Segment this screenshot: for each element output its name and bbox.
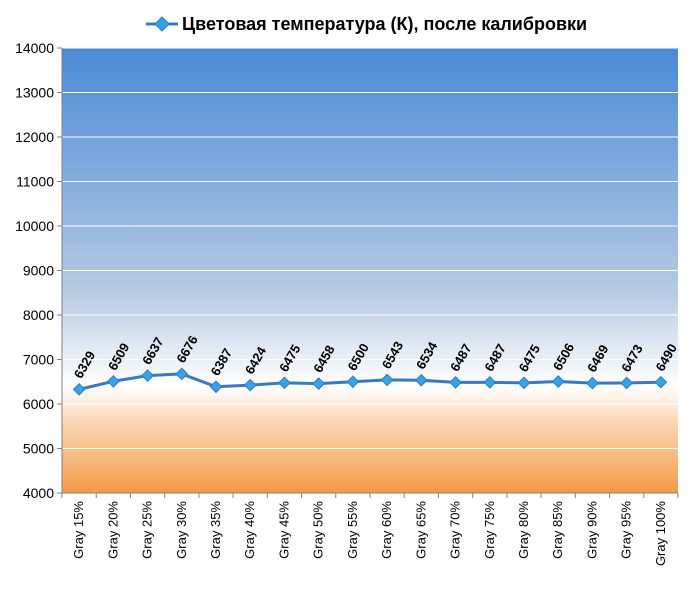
data-point bbox=[449, 375, 462, 389]
data-point bbox=[380, 373, 394, 387]
data-point bbox=[312, 377, 326, 390]
y-tick-label: 14000 bbox=[15, 40, 54, 56]
x-tick-label: Gray 90% bbox=[584, 501, 599, 559]
y-tick-label: 9000 bbox=[23, 263, 54, 279]
x-tick-label: Gray 65% bbox=[413, 501, 428, 559]
x-tick-label: Gray 70% bbox=[448, 501, 463, 559]
y-tick-label: 13000 bbox=[15, 85, 54, 101]
x-tick-label: Gray 15% bbox=[71, 501, 86, 559]
x-tick-label: Gray 95% bbox=[619, 501, 634, 559]
axes: 4000 5000 6000 7000 8000 9000 10000 11000 12000 1… bbox=[15, 40, 679, 566]
data-point bbox=[175, 367, 189, 381]
x-tick-label: Gray 75% bbox=[482, 501, 497, 559]
y-tick-label: 11000 bbox=[16, 174, 54, 190]
y-tick-label: 7000 bbox=[23, 352, 54, 368]
gridlines bbox=[62, 47, 678, 449]
chart-title: Цветовая температура (К), после калибров… bbox=[146, 14, 587, 34]
x-tick-label: Gray 55% bbox=[345, 501, 360, 559]
x-tick-label: Gray 30% bbox=[174, 501, 189, 559]
x-tick-label: Gray 50% bbox=[311, 501, 326, 559]
data-point bbox=[414, 373, 428, 387]
data-point bbox=[483, 375, 497, 389]
data-point bbox=[243, 378, 257, 392]
data-point bbox=[517, 376, 531, 390]
x-tick-label: Gray 35% bbox=[208, 501, 223, 559]
x-tick-label: Gray 100% bbox=[653, 501, 668, 566]
data-point bbox=[346, 375, 360, 389]
data-point bbox=[654, 375, 668, 389]
data-point bbox=[586, 376, 599, 390]
data-point bbox=[72, 382, 86, 396]
y-tick-label: 6000 bbox=[23, 396, 54, 412]
x-tick-label: Gray 20% bbox=[105, 501, 120, 559]
x-tick-label: Gray 80% bbox=[516, 501, 531, 559]
data-point bbox=[141, 369, 154, 383]
y-tick-label: 12000 bbox=[15, 129, 54, 145]
x-tick-label: Gray 40% bbox=[242, 501, 257, 559]
data-point bbox=[620, 376, 634, 390]
data-point bbox=[551, 375, 565, 388]
y-tick-label: 5000 bbox=[23, 441, 54, 457]
data-point bbox=[209, 380, 223, 394]
y-tick-label: 4000 bbox=[23, 485, 54, 501]
x-tick-label: Gray 85% bbox=[550, 501, 565, 559]
legend-marker-sample bbox=[154, 16, 170, 32]
x-tick-label: Gray 60% bbox=[379, 501, 394, 559]
chart-title-text: Цветовая температура (К), после калибров… bbox=[182, 14, 587, 34]
series-line-group bbox=[72, 367, 668, 396]
y-tick-label: 8000 bbox=[23, 307, 54, 323]
y-tick-label: 10000 bbox=[15, 218, 54, 234]
x-tick-label: Gray 25% bbox=[140, 501, 155, 559]
data-point bbox=[106, 374, 120, 388]
data-point bbox=[278, 376, 291, 390]
x-tick-label: Gray 45% bbox=[276, 501, 291, 559]
